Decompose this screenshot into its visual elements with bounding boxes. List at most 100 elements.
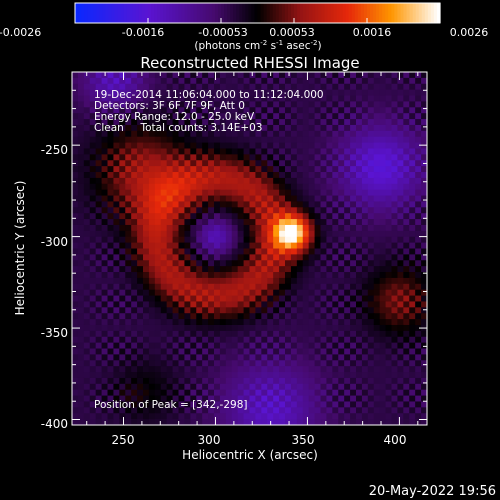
heatmap-cell (344, 377, 351, 385)
heatmap-cell (409, 336, 416, 344)
heatmap-cell (320, 419, 327, 426)
heatmap-cell (172, 224, 179, 232)
heatmap-cell (332, 401, 339, 408)
heatmap-cell (373, 342, 381, 350)
heatmap-cell (261, 201, 268, 208)
heatmap-cell (184, 307, 191, 314)
heatmap-cell (184, 242, 191, 249)
heatmap-cell (338, 172, 345, 179)
heatmap-cell (237, 266, 245, 273)
heatmap-cell (219, 360, 227, 367)
heatmap-cell (273, 377, 280, 385)
heatmap-cell (131, 360, 138, 367)
heatmap-cell (296, 201, 304, 208)
heatmap-cell (356, 236, 363, 244)
heatmap-cell (166, 354, 174, 361)
heatmap-cell (415, 230, 422, 238)
heatmap-cell (326, 107, 333, 114)
heatmap-cell (208, 224, 215, 232)
heatmap-cell (243, 336, 250, 344)
heatmap-cell (243, 160, 250, 167)
heatmap-cell (421, 142, 428, 149)
heatmap-cell (273, 172, 280, 179)
heatmap-cell (89, 301, 97, 308)
heatmap-cell (320, 254, 327, 261)
heatmap-cell (356, 207, 363, 214)
heatmap-cell (166, 348, 174, 355)
colorbar-cell (178, 3, 183, 23)
heatmap-cell (267, 407, 274, 414)
heatmap-cell (225, 95, 233, 102)
heatmap-cell (367, 383, 375, 391)
heatmap-cell (279, 172, 286, 179)
heatmap-cell (113, 166, 120, 173)
heatmap-cell (409, 189, 416, 197)
heatmap-cell (89, 166, 97, 173)
heatmap-cell (308, 372, 316, 379)
heatmap-cell (137, 154, 144, 161)
heatmap-cell (125, 342, 132, 350)
heatmap-cell (196, 236, 203, 244)
heatmap-cell (361, 160, 369, 167)
heatmap-cell (397, 236, 404, 244)
heatmap-cell (314, 201, 321, 208)
heatmap-cell (231, 395, 239, 402)
heatmap-cell (172, 260, 179, 267)
heatmap-cell (243, 301, 250, 308)
heatmap-cell (397, 360, 404, 367)
heatmap-cell (119, 166, 126, 173)
heatmap-cell (119, 89, 126, 97)
heatmap-cell (285, 101, 292, 108)
heatmap-cell (267, 189, 274, 197)
heatmap-cell (243, 213, 250, 220)
heatmap-cell (373, 201, 381, 208)
heatmap-cell (326, 148, 333, 155)
heatmap-cell (391, 72, 398, 79)
heatmap-cell (373, 313, 381, 320)
heatmap-cell (208, 89, 215, 97)
heatmap-cell (379, 95, 387, 102)
heatmap-cell (178, 283, 185, 291)
heatmap-cell (409, 83, 416, 91)
heatmap-cell (160, 177, 168, 185)
heatmap-cell (231, 166, 239, 173)
heatmap-cell (166, 407, 174, 414)
heatmap-cell (225, 283, 233, 291)
heatmap-cell (415, 113, 422, 120)
heatmap-cell (83, 224, 91, 232)
heatmap-cell (160, 77, 168, 85)
heatmap-cell (101, 372, 108, 379)
heatmap-cell (166, 301, 174, 308)
heatmap-cell (403, 383, 410, 391)
heatmap-cell (379, 354, 387, 361)
heatmap-cell (332, 224, 339, 232)
heatmap-cell (125, 201, 132, 208)
heatmap-cell (154, 307, 162, 314)
heatmap-cell (178, 148, 185, 155)
heatmap-cell (415, 242, 422, 249)
heatmap-cell (379, 148, 387, 155)
heatmap-cell (125, 242, 132, 249)
heatmap-cell (385, 307, 392, 314)
heatmap-cell (178, 395, 185, 402)
heatmap-cell (361, 107, 369, 114)
heatmap-cell (267, 313, 274, 320)
heatmap-cell (131, 413, 138, 420)
heatmap-cell (214, 183, 221, 191)
colorbar-cell (345, 3, 350, 23)
heatmap-cell (267, 354, 274, 361)
colorbar-cell (348, 3, 353, 23)
heatmap-cell (373, 183, 381, 191)
heatmap-cell (154, 154, 162, 161)
heatmap-cell (279, 260, 286, 267)
colorbar-cell (367, 3, 371, 23)
heatmap-cell (184, 72, 191, 79)
heatmap-cell (83, 260, 91, 267)
heatmap-cell (249, 213, 256, 220)
heatmap-cell (373, 389, 381, 397)
heatmap-cell (208, 142, 215, 149)
heatmap-cell (107, 377, 114, 385)
heatmap-cell (261, 242, 268, 249)
heatmap-cell (107, 201, 114, 208)
heatmap-cell (255, 307, 262, 314)
